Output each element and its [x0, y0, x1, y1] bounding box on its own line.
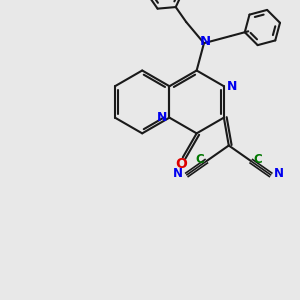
Text: C: C: [195, 153, 204, 166]
Text: N: N: [200, 35, 211, 48]
Text: N: N: [173, 167, 183, 180]
Text: N: N: [274, 167, 284, 180]
Text: N: N: [157, 111, 167, 124]
Text: O: O: [176, 157, 187, 171]
Text: C: C: [254, 153, 262, 166]
Text: N: N: [226, 80, 237, 93]
